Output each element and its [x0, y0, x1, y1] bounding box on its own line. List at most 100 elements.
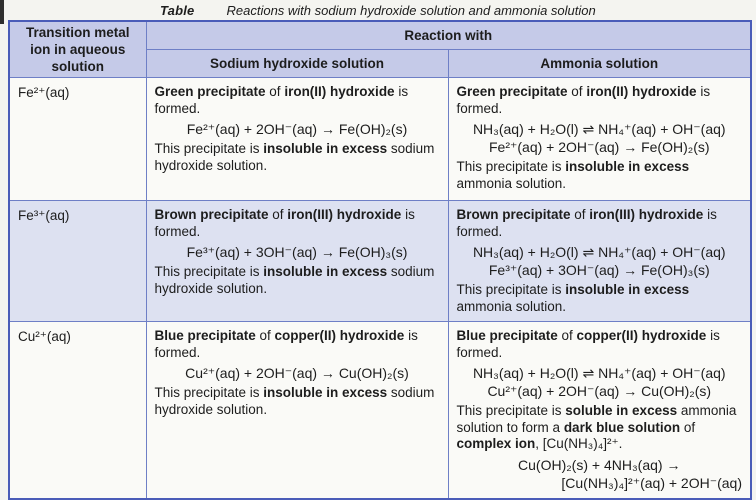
plain-text: of — [268, 207, 288, 222]
plain-text: is formed. — [154, 207, 415, 239]
ion-label: Fe²⁺(aq) — [18, 85, 70, 100]
bold-text: copper(II) hydroxide — [274, 328, 405, 343]
chemical-equation: Fe²⁺(aq) + 2OH⁻(aq) → Fe(OH)₂(s) — [186, 121, 408, 137]
equation-block: Cu(OH)₂(s) + 4NH₃(aq) → [Cu(NH₃)₄]²⁺(aq) … — [457, 456, 743, 492]
bold-text: copper(II) hydroxide — [576, 328, 707, 343]
equation-block: Fe³⁺(aq) + 3OH⁻(aq) → Fe(OH)₃(s) — [155, 243, 440, 261]
equation-block: Cu²⁺(aq) + 2OH⁻(aq) → Cu(OH)₂(s) — [155, 364, 440, 382]
description-text: This precipitate is insoluble in excess … — [155, 385, 440, 418]
plain-text: of — [255, 328, 275, 343]
bold-text: iron(II) hydroxide — [284, 84, 395, 99]
bold-text: Brown precipitate — [154, 207, 269, 222]
bold-text: insoluble in excess — [565, 282, 690, 297]
table-caption: Table Reactions with sodium hydroxide sol… — [160, 3, 596, 18]
chemical-equation: Fe³⁺(aq) + 3OH⁻(aq) → Fe(OH)₃(s) — [186, 244, 408, 260]
bold-text: iron(III) hydroxide — [287, 207, 402, 222]
bold-text: Blue precipitate — [456, 328, 558, 343]
description-text: This precipitate is insoluble in excess … — [457, 282, 743, 315]
header-sodium-hydroxide-solution: Sodium hydroxide solution — [145, 48, 449, 79]
bold-text: Green precipitate — [456, 84, 568, 99]
chemical-equation: NH₃(aq) + H₂O(l) ⇌ NH₄⁺(aq) + OH⁻(aq) — [472, 244, 726, 260]
ion-label: Fe³⁺(aq) — [18, 208, 70, 223]
description-text: Green precipitate of iron(II) hydroxide … — [457, 84, 743, 117]
bold-text: soluble in excess — [565, 403, 678, 418]
bold-text: Brown precipitate — [456, 207, 571, 222]
description-text: This precipitate is soluble in excess am… — [457, 403, 743, 453]
chemical-equation: NH₃(aq) + H₂O(l) ⇌ NH₄⁺(aq) + OH⁻(aq) — [472, 365, 726, 381]
bold-text: Blue precipitate — [154, 328, 256, 343]
plain-text: is formed. — [154, 84, 409, 116]
chemical-equation: NH₃(aq) + H₂O(l) ⇌ NH₄⁺(aq) + OH⁻(aq) — [472, 121, 726, 137]
chemical-equation: Cu(OH)₂(s) + 4NH₃(aq) → — [518, 456, 681, 473]
equation-block: Fe²⁺(aq) + 2OH⁻(aq) → Fe(OH)₂(s) — [155, 120, 440, 138]
plain-text: This precipitate is — [154, 385, 264, 400]
description-text: This precipitate is insoluble in excess … — [155, 141, 440, 174]
plain-text: sodium hydroxide solution. — [154, 141, 435, 173]
ammonia-reaction-cell: Brown precipitate of iron(III) hydroxide… — [447, 200, 752, 322]
description-text: Green precipitate of iron(II) hydroxide … — [155, 84, 440, 117]
naoh-reaction-cell: Green precipitate of iron(II) hydroxide … — [145, 77, 449, 201]
scan-edge-artifact — [0, 0, 4, 24]
plain-text: ammonia solution to form a — [456, 403, 737, 435]
plain-text: of — [680, 419, 696, 435]
description-text: This precipitate is insoluble in excess … — [457, 159, 743, 192]
naoh-reaction-cell: Blue precipitate of copper(II) hydroxide… — [145, 321, 449, 499]
bold-text: complex ion — [456, 436, 536, 451]
plain-text: This precipitate is — [154, 141, 264, 156]
bold-text: dark blue solution — [563, 419, 681, 435]
description-text: This precipitate is insoluble in excess … — [155, 264, 440, 297]
bold-text: Green precipitate — [154, 84, 266, 99]
table-row: Fe³⁺(aq) Brown precipitate of iron(III) h… — [8, 200, 752, 322]
bold-text: iron(III) hydroxide — [589, 207, 704, 222]
equation-block: NH₃(aq) + H₂O(l) ⇌ NH₄⁺(aq) + OH⁻(aq) Fe²… — [457, 120, 743, 156]
equation-block: NH₃(aq) + H₂O(l) ⇌ NH₄⁺(aq) + OH⁻(aq) Fe³… — [457, 243, 743, 279]
chemical-equation: Fe²⁺(aq) + 2OH⁻(aq) → Fe(OH)₂(s) — [489, 139, 710, 155]
plain-text: of — [557, 328, 577, 343]
reactions-table: Transition metal ion in aqueous solution… — [8, 20, 753, 500]
plain-text: is formed. — [456, 207, 717, 239]
plain-text: This precipitate is — [456, 282, 566, 297]
plain-text: This precipitate is — [456, 159, 566, 174]
plain-text: sodium hydroxide solution. — [154, 264, 435, 296]
plain-text: is formed. — [154, 328, 418, 360]
bold-text: insoluble in excess — [263, 264, 388, 279]
plain-text: , [Cu(NH₃)₄]²⁺. — [535, 436, 623, 451]
ammonia-reaction-cell: Blue precipitate of copper(II) hydroxide… — [447, 321, 752, 499]
description-text: Blue precipitate of copper(II) hydroxide… — [155, 328, 440, 361]
header-reaction-with: Reaction with — [145, 20, 752, 50]
chemical-equation: Cu²⁺(aq) + 2OH⁻(aq) → Cu(OH)₂(s) — [185, 365, 409, 381]
plain-text: This precipitate is — [154, 264, 264, 279]
plain-text: is formed. — [456, 328, 720, 360]
bold-text: insoluble in excess — [263, 385, 388, 400]
plain-text: ammonia solution. — [456, 298, 567, 314]
ion-cell: Fe³⁺(aq) — [8, 200, 147, 322]
description-text: Brown precipitate of iron(III) hydroxide… — [155, 207, 440, 240]
bold-text: iron(II) hydroxide — [586, 84, 697, 99]
plain-text: This precipitate is — [456, 403, 566, 418]
header-transition-metal-ion: Transition metal ion in aqueous solution — [8, 20, 147, 78]
chemical-equation: Cu²⁺(aq) + 2OH⁻(aq) → Cu(OH)₂(s) — [487, 383, 712, 399]
ion-cell: Fe²⁺(aq) — [8, 77, 147, 201]
naoh-reaction-cell: Brown precipitate of iron(III) hydroxide… — [145, 200, 449, 322]
chemical-equation: [Cu(NH₃)₄]²⁺(aq) + 2OH⁻(aq) — [561, 474, 743, 491]
ion-cell: Cu²⁺(aq) — [8, 321, 147, 499]
table-caption-text: Reactions with sodium hydroxide solution… — [226, 3, 596, 18]
table-row: Fe²⁺(aq) Green precipitate of iron(II) hy… — [8, 77, 752, 201]
plain-text: of — [570, 207, 590, 222]
table-caption-label: Table — [160, 3, 195, 18]
plain-text: of — [567, 84, 587, 99]
equation-block: NH₃(aq) + H₂O(l) ⇌ NH₄⁺(aq) + OH⁻(aq) Cu²… — [457, 364, 743, 400]
bold-text: insoluble in excess — [565, 159, 690, 174]
plain-text: sodium hydroxide solution. — [154, 385, 435, 417]
plain-text: of — [265, 84, 285, 99]
table-row: Cu²⁺(aq) Blue precipitate of copper(II) h… — [8, 321, 752, 499]
plain-text: ammonia solution. — [456, 175, 567, 191]
description-text: Brown precipitate of iron(III) hydroxide… — [457, 207, 743, 240]
chemical-equation: Fe³⁺(aq) + 3OH⁻(aq) → Fe(OH)₃(s) — [488, 262, 710, 278]
header-ammonia-solution: Ammonia solution — [447, 48, 752, 79]
plain-text: is formed. — [456, 84, 711, 116]
ion-label: Cu²⁺(aq) — [18, 329, 71, 344]
ammonia-reaction-cell: Green precipitate of iron(II) hydroxide … — [447, 77, 752, 201]
bold-text: insoluble in excess — [263, 141, 388, 156]
description-text: Blue precipitate of copper(II) hydroxide… — [457, 328, 743, 361]
